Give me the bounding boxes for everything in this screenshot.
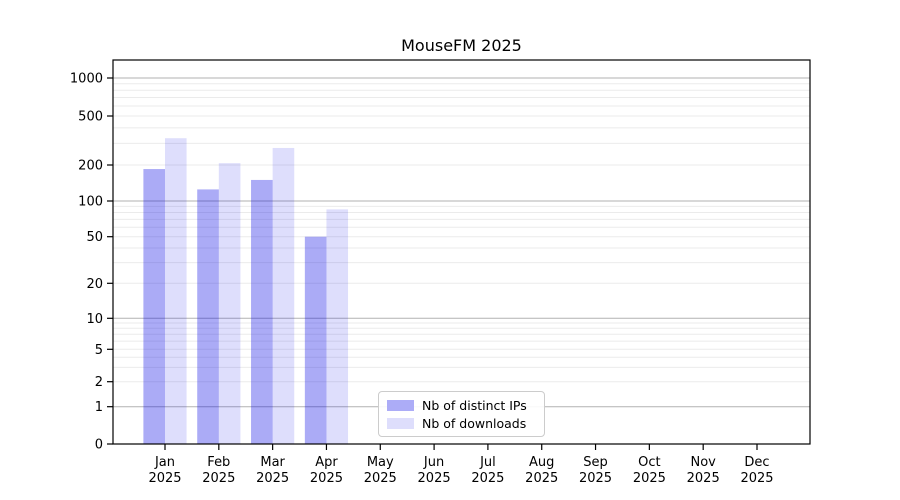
legend: Nb of distinct IPs Nb of downloads	[378, 391, 545, 437]
bar-nb-of-distinct-ips-apr	[304, 236, 327, 444]
y-tick-label: 5	[95, 343, 103, 358]
bar-nb-of-downloads-apr	[326, 209, 349, 444]
y-tick-label: 2	[95, 375, 103, 390]
legend-item-downloads: Nb of downloads	[387, 416, 536, 431]
x-tick-label-year: 2025	[471, 471, 504, 486]
bar-nb-of-distinct-ips-feb	[197, 189, 219, 444]
x-tick-label-month: Jan	[154, 455, 175, 470]
x-tick-label-month: May	[367, 455, 394, 470]
bar-nb-of-distinct-ips-jan	[143, 169, 165, 445]
y-tick-label: 0	[95, 438, 103, 453]
x-tick-label-year: 2025	[740, 471, 773, 486]
chart-title: MouseFM 2025	[401, 36, 522, 55]
plot-area	[113, 60, 810, 444]
x-tick-label-month: Jun	[423, 455, 444, 470]
x-tick-label-month: Aug	[529, 455, 554, 470]
x-tick-label-year: 2025	[256, 471, 289, 486]
x-tick-label-month: Apr	[315, 455, 338, 470]
x-tick-label-year: 2025	[687, 471, 720, 486]
bar-nb-of-downloads-jan	[165, 138, 187, 444]
legend-swatch-distinct-ips-icon	[387, 399, 414, 411]
y-tick-label: 20	[86, 277, 103, 292]
bar-nb-of-downloads-feb	[218, 163, 241, 444]
y-tick-label: 1	[95, 400, 103, 415]
legend-label-distinct-ips: Nb of distinct IPs	[422, 397, 527, 413]
bar-nb-of-distinct-ips-mar	[251, 179, 273, 444]
legend-item-distinct-ips: Nb of distinct IPs	[387, 398, 536, 413]
x-tick-label-month: Dec	[744, 455, 769, 470]
x-tick-label-month: Nov	[690, 455, 716, 470]
x-tick-label-month: Jul	[479, 455, 496, 470]
y-tick-label: 10	[86, 312, 103, 327]
y-tick-label: 200	[78, 159, 103, 174]
x-tick-label-year: 2025	[525, 471, 558, 486]
x-tick-label-year: 2025	[202, 471, 235, 486]
x-tick-label-year: 2025	[364, 471, 397, 486]
x-tick-label-month: Sep	[583, 455, 608, 470]
axes-spines	[112, 59, 811, 445]
y-tick-label: 50	[86, 230, 103, 245]
legend-swatch-downloads-icon	[387, 417, 414, 429]
x-tick-label-year: 2025	[633, 471, 666, 486]
x-tick-label-year: 2025	[579, 471, 612, 486]
y-tick-label: 500	[78, 110, 103, 125]
x-tick-label-year: 2025	[310, 471, 343, 486]
y-tick-label: 1000	[70, 72, 103, 87]
x-tick-label-month: Mar	[260, 455, 285, 470]
y-tick-label: 100	[78, 195, 103, 210]
x-tick-label-year: 2025	[148, 471, 181, 486]
x-tick-label-month: Feb	[207, 455, 230, 470]
bar-nb-of-downloads-mar	[272, 147, 295, 444]
legend-label-downloads: Nb of downloads	[422, 415, 527, 431]
x-tick-label-month: Oct	[638, 455, 660, 470]
x-tick-label-year: 2025	[418, 471, 451, 486]
